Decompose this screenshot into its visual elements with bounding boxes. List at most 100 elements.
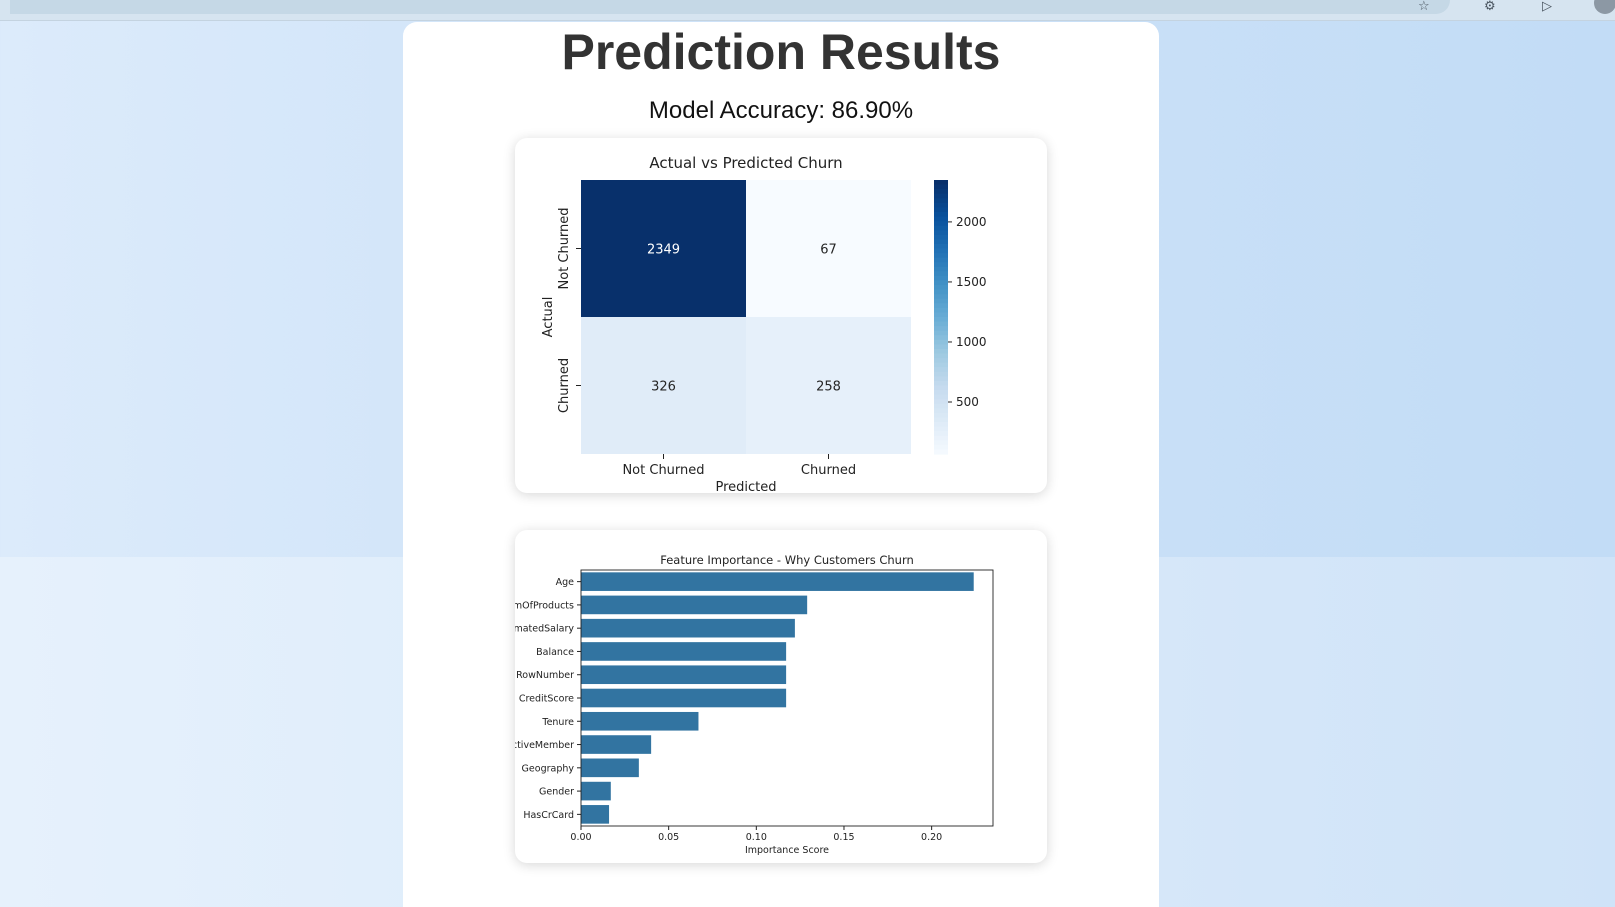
feature-bar — [581, 781, 611, 801]
colorbar-segment — [934, 248, 948, 254]
feature-bar — [581, 711, 699, 731]
feature-label: Tenure — [541, 717, 574, 728]
colorbar-segment — [934, 230, 948, 236]
plot-frame — [580, 569, 994, 827]
feature-bar — [581, 688, 787, 708]
feature-label: Age — [556, 577, 575, 588]
x-tick-label: Not Churned — [622, 463, 704, 478]
colorbar-segment — [934, 394, 948, 400]
colorbar-segment — [934, 225, 948, 231]
colorbar-segment — [934, 312, 948, 318]
colorbar-segment — [934, 431, 948, 437]
colorbar-segment — [934, 307, 948, 314]
colorbar-segment — [934, 207, 948, 213]
colorbar-segment — [934, 399, 948, 405]
colorbar-segment — [934, 193, 948, 199]
colorbar-segment — [934, 184, 948, 190]
play-icon[interactable]: ▷ — [1542, 0, 1552, 14]
feature-label: Gender — [539, 787, 574, 798]
colorbar-segment — [934, 266, 948, 272]
colorbar-segment — [934, 257, 948, 263]
colorbar-segment — [934, 412, 948, 419]
heatmap-cell — [746, 317, 911, 454]
colorbar-segment — [934, 253, 948, 259]
feature-label: Balance — [536, 647, 574, 658]
colorbar-segment — [934, 298, 948, 304]
feature-label: CreditScore — [519, 694, 574, 705]
feature-bar — [581, 735, 652, 754]
colorbar-segment — [934, 367, 948, 373]
colorbar-tick-label: 1500 — [956, 275, 987, 289]
colorbar-segment — [934, 362, 948, 368]
colorbar-segment — [934, 294, 948, 300]
gear-icon[interactable]: ⚙ — [1484, 0, 1496, 14]
results-container: Prediction Results Model Accuracy: 86.90… — [403, 22, 1159, 907]
colorbar-tick-label: 2000 — [956, 215, 987, 229]
star-icon[interactable]: ☆ — [1418, 0, 1430, 14]
feature-bar — [581, 595, 808, 615]
x-tick-label: 0.15 — [833, 832, 854, 843]
x-tick-label: 0.00 — [570, 832, 591, 843]
colorbar-segment — [934, 280, 948, 286]
feature-bar — [581, 665, 787, 685]
colorbar-segment — [934, 330, 948, 336]
colorbar-segment — [934, 321, 948, 327]
colorbar-segment — [934, 440, 948, 446]
browser-toolbar: ☆ ⚙ ▷ — [0, 0, 1615, 21]
colorbar-segment — [934, 211, 948, 218]
x-tick-label: 0.20 — [921, 832, 942, 843]
colorbar-segment — [934, 380, 948, 387]
feature-bar — [581, 618, 795, 638]
colorbar-segment — [934, 417, 948, 423]
colorbar-segment — [934, 303, 948, 309]
colorbar-segment — [934, 180, 948, 186]
feature-bar — [581, 572, 974, 591]
colorbar-segment — [934, 449, 948, 455]
colorbar-segment — [934, 202, 948, 208]
cell-value-label: 258 — [816, 380, 841, 395]
colorbar-segment — [934, 189, 948, 195]
colorbar-segment — [934, 376, 948, 382]
colorbar-segment — [934, 435, 948, 441]
feature-bar — [581, 805, 610, 824]
confusion-matrix-card: Actual vs Predicted Churn 2349 67 326 258 Not… — [515, 138, 1047, 493]
colorbar-segment — [934, 262, 948, 268]
feature-label: HasCrCard — [523, 810, 574, 821]
profile-avatar[interactable] — [1594, 0, 1615, 14]
colorbar-segment — [934, 234, 948, 240]
colorbar — [934, 180, 948, 455]
cell-value-label: 2349 — [647, 243, 680, 258]
colorbar-segment — [934, 335, 948, 341]
colorbar-segment — [934, 358, 948, 364]
model-accuracy: Model Accuracy: 86.90% — [648, 97, 914, 124]
colorbar-segment — [934, 348, 948, 355]
colorbar-segment — [934, 426, 948, 432]
colorbar-segment — [934, 289, 948, 295]
colorbar-tick-label: 500 — [956, 395, 979, 409]
colorbar-segment — [934, 444, 948, 451]
colorbar-segment — [934, 285, 948, 291]
feature-label: ctiveMember — [515, 740, 574, 751]
x-tick-label: 0.05 — [658, 832, 679, 843]
feature-importance-chart: Feature Importance - Why Customers Churn… — [515, 553, 994, 856]
colorbar-segment — [934, 422, 948, 428]
heatmap-cell — [581, 317, 746, 454]
feature-label: matedSalary — [515, 624, 574, 635]
address-bar[interactable] — [10, 0, 1450, 14]
colorbar-segment — [934, 275, 948, 282]
cell-value-label: 67 — [820, 243, 837, 258]
cell-value-label: 326 — [651, 380, 676, 395]
colorbar-segment — [934, 403, 948, 409]
x-axis-label: Predicted — [715, 480, 776, 493]
x-tick-label: Churned — [801, 463, 856, 478]
feature-bar — [581, 642, 787, 661]
colorbar-segment — [934, 385, 948, 391]
feature-label: Geography — [522, 763, 575, 774]
heatmap-cell — [746, 180, 911, 317]
colorbar-segment — [934, 239, 948, 245]
y-tick-label: Not Churned — [557, 207, 572, 289]
x-axis-label: Importance Score — [745, 845, 829, 856]
page-title: Prediction Results — [561, 24, 1001, 80]
feature-label: RowNumber — [516, 670, 574, 681]
colorbar-segment — [934, 216, 948, 222]
